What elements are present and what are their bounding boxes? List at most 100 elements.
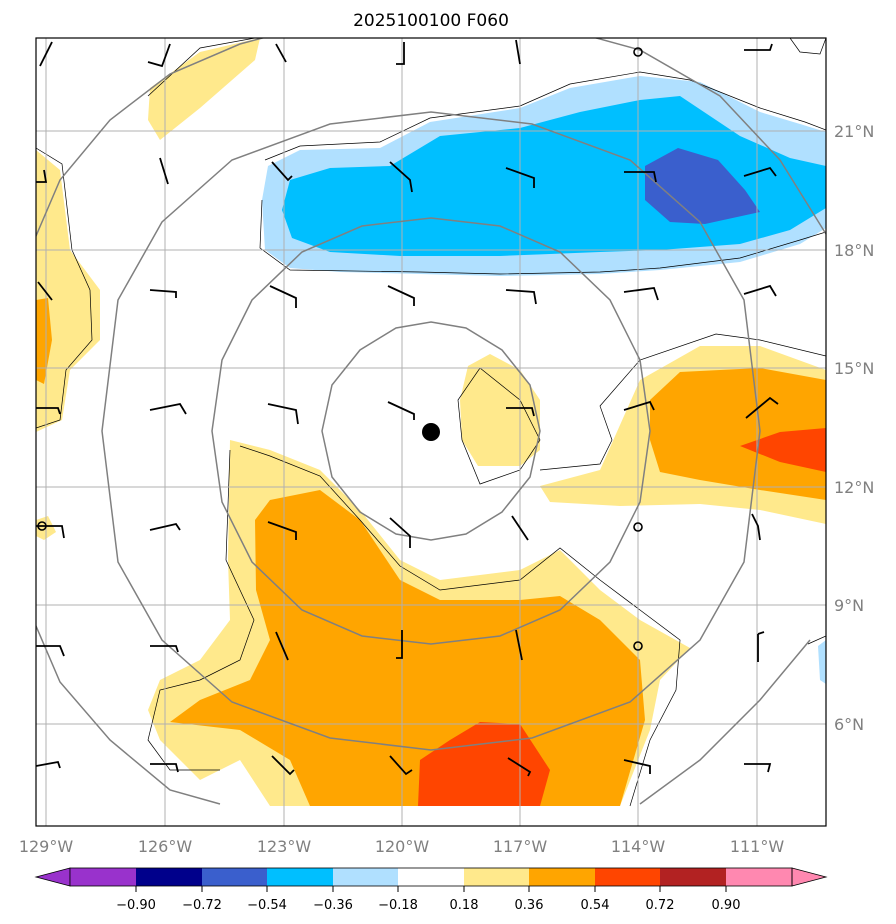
anomaly-fill-light-yellow-center bbox=[460, 354, 540, 466]
figure-title: 2025100100 F060 bbox=[353, 11, 509, 31]
contour-lines bbox=[36, 38, 826, 807]
lon-label: 117°W bbox=[493, 837, 548, 856]
wind-barb bbox=[389, 517, 411, 548]
colorbar-ticks bbox=[135, 886, 727, 892]
colorbar-segment bbox=[660, 868, 726, 886]
range-rings bbox=[36, 38, 826, 805]
wind-barb bbox=[389, 755, 413, 776]
map-frame bbox=[35, 37, 827, 827]
wind-barb bbox=[744, 763, 772, 773]
wind-barb bbox=[745, 396, 779, 419]
colorbar-segment bbox=[136, 868, 202, 886]
colorbar-segment bbox=[726, 868, 792, 886]
lon-tick-labels: 129°W 126°W 123°W 120°W 117°W 114°W 111°… bbox=[19, 837, 785, 856]
wind-barb bbox=[387, 401, 415, 420]
wind-barb bbox=[147, 43, 171, 68]
wind-barb bbox=[396, 42, 405, 65]
lon-label: 126°W bbox=[138, 837, 193, 856]
range-ring-1 bbox=[321, 321, 541, 541]
wind-barb bbox=[36, 407, 61, 415]
calm-circle bbox=[37, 521, 47, 531]
calm-circle bbox=[633, 641, 643, 651]
wind-barb bbox=[623, 287, 659, 301]
wind-barb bbox=[39, 41, 53, 67]
wind-barb bbox=[267, 521, 297, 540]
colorbar-label: −0.36 bbox=[313, 898, 353, 913]
wind-barb bbox=[150, 763, 179, 773]
colorbar-segment bbox=[398, 868, 464, 886]
colorbar-label: 0.54 bbox=[581, 898, 610, 913]
anomaly-fill-orange-south bbox=[170, 490, 645, 806]
colorbar-extend-low bbox=[34, 867, 71, 887]
wind-barb bbox=[505, 167, 535, 188]
colorbar-label: −0.54 bbox=[247, 898, 287, 913]
wind-barb bbox=[267, 403, 299, 425]
wind-barb bbox=[623, 400, 655, 411]
wind-barb bbox=[149, 289, 177, 298]
lat-label: 15°N bbox=[834, 359, 874, 378]
lat-tick-labels: 21°N 18°N 15°N 12°N 9°N 6°N bbox=[834, 122, 874, 734]
wind-barb bbox=[623, 759, 651, 774]
wind-barb bbox=[150, 645, 179, 653]
wind-barb bbox=[37, 281, 53, 301]
wind-barb bbox=[506, 407, 535, 417]
wind-barb bbox=[271, 755, 295, 776]
lon-label: 114°W bbox=[611, 837, 666, 856]
wind-barb bbox=[275, 631, 289, 661]
wind-barb bbox=[389, 161, 413, 193]
wind-barb bbox=[743, 166, 777, 177]
wind-barb bbox=[275, 43, 287, 63]
lon-label: 123°W bbox=[257, 837, 312, 856]
colorbar-label: 0.90 bbox=[712, 898, 741, 913]
colorbar-label: −0.90 bbox=[116, 898, 156, 913]
colorbar-segment bbox=[529, 868, 595, 886]
colorbar-label: −0.72 bbox=[182, 898, 222, 913]
colorbar-segment bbox=[202, 868, 267, 886]
wind-barb bbox=[515, 629, 523, 661]
colorbar-segment bbox=[333, 868, 398, 886]
wind-barb bbox=[624, 171, 657, 183]
colorbar-label: 0.18 bbox=[450, 898, 479, 913]
colorbar-segment bbox=[267, 868, 333, 886]
colorbar-label: 0.36 bbox=[515, 898, 544, 913]
lat-label: 21°N bbox=[834, 122, 874, 141]
wind-barbs bbox=[36, 39, 779, 777]
lat-label: 12°N bbox=[834, 478, 874, 497]
range-ring-3 bbox=[101, 111, 761, 751]
wind-barb bbox=[149, 522, 181, 531]
wind-barb bbox=[36, 169, 48, 183]
colorbar-label: −0.18 bbox=[378, 898, 418, 913]
lat-label: 9°N bbox=[834, 596, 864, 615]
anomaly-fill-orange-east bbox=[650, 368, 826, 500]
anomaly-fill-orange-red-south bbox=[418, 722, 550, 806]
colorbar-segment bbox=[595, 868, 660, 886]
wind-barb bbox=[743, 284, 777, 297]
colorbar-segment bbox=[70, 868, 136, 886]
lon-label: 120°W bbox=[375, 837, 430, 856]
wind-barb bbox=[515, 39, 521, 65]
colorbar: −0.90 −0.72 −0.54 −0.36 −0.18 0.18 0.36 … bbox=[34, 867, 828, 913]
wind-barb bbox=[507, 757, 532, 777]
range-ring-2 bbox=[211, 217, 651, 645]
wind-barb bbox=[396, 630, 403, 659]
wind-barb bbox=[36, 645, 65, 657]
wind-barb bbox=[387, 285, 415, 306]
anomaly-fill-orange-west bbox=[36, 298, 52, 384]
colorbar-extend-high bbox=[791, 867, 828, 887]
wind-barb bbox=[271, 161, 293, 182]
wind-barb bbox=[505, 289, 537, 305]
lat-label: 6°N bbox=[834, 715, 864, 734]
negative-anomaly-region bbox=[262, 76, 826, 276]
wind-barb bbox=[511, 515, 529, 541]
graticule bbox=[36, 38, 826, 826]
anomaly-fill-royal-blue bbox=[645, 148, 760, 224]
wind-barb bbox=[744, 43, 773, 51]
wind-barb bbox=[36, 760, 61, 769]
colorbar-frame bbox=[69, 867, 793, 887]
wind-barb bbox=[149, 402, 187, 415]
range-ring-4 bbox=[36, 38, 826, 805]
colorbar-label: 0.72 bbox=[646, 898, 675, 913]
wind-barb bbox=[36, 525, 65, 539]
calm-circle bbox=[633, 522, 643, 532]
